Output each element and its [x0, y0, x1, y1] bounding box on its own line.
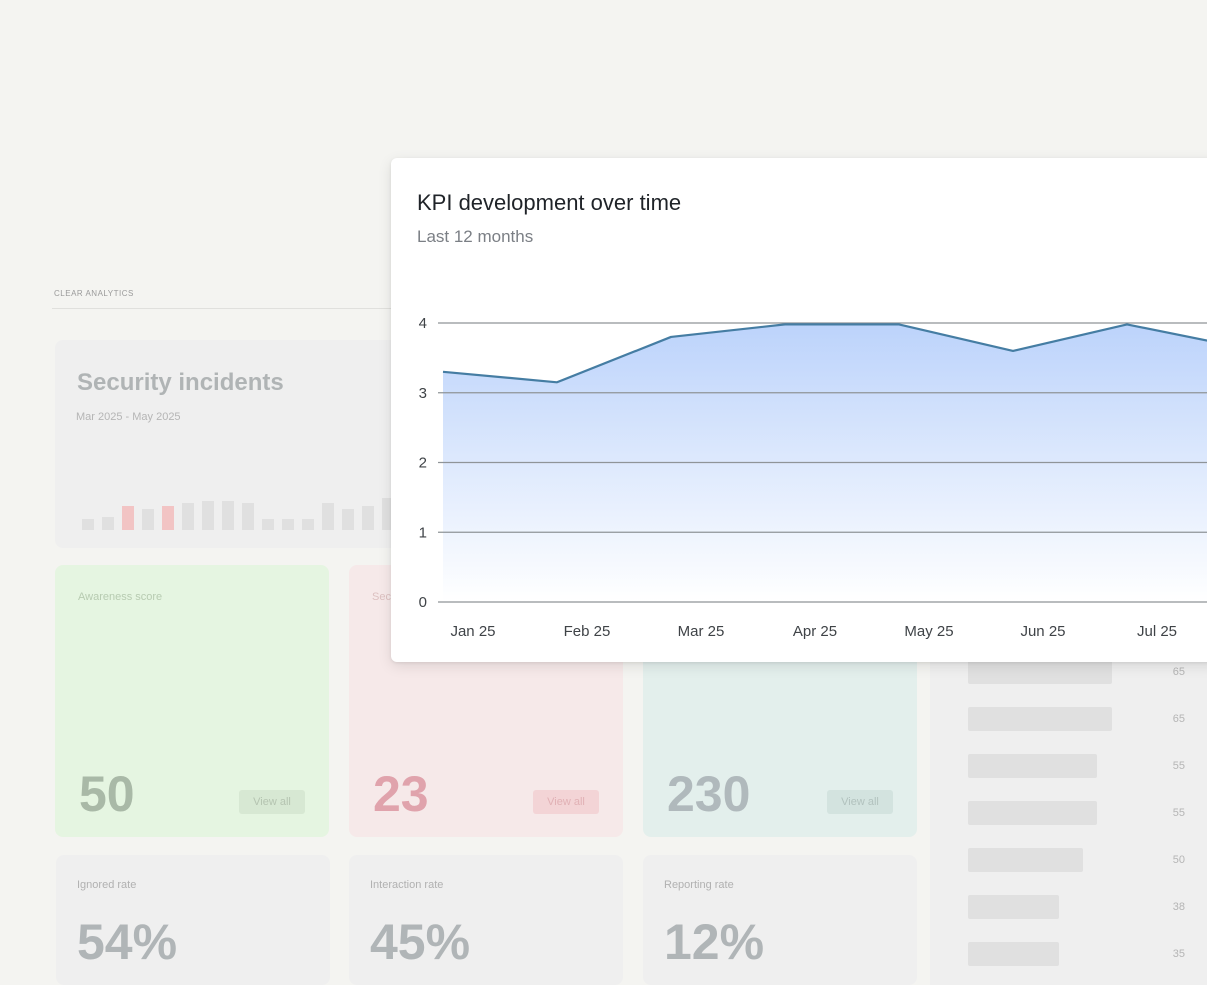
- incident-bar: [322, 503, 334, 530]
- chart-subtitle: Last 12 months: [417, 227, 534, 246]
- rate-label: Reporting rate: [664, 879, 734, 891]
- x-tick-label: Jun 25: [1020, 623, 1065, 640]
- incident-bar: [242, 503, 254, 530]
- ranking-value: 65: [1172, 713, 1185, 725]
- kpi-area-fill: [443, 324, 1207, 602]
- x-tick-label: Jan 25: [450, 623, 495, 640]
- header-divider: [52, 308, 412, 309]
- incident-bar: [162, 506, 174, 530]
- awareness-score-card[interactable]: Awareness score 50 View all: [55, 565, 329, 837]
- rate-value: 45%: [370, 914, 471, 970]
- ranking-value: 50: [1172, 854, 1185, 866]
- rate-label: Ignored rate: [77, 879, 137, 891]
- kpi-label: Awareness score: [78, 591, 163, 603]
- ranking-value: 38: [1172, 901, 1185, 913]
- security-incidents-card[interactable]: Security incidents Mar 2025 - May 2025: [55, 340, 415, 548]
- incident-bar: [302, 519, 314, 530]
- incident-bar: [282, 519, 294, 530]
- ranking-value: 55: [1172, 807, 1185, 819]
- x-tick-label: Feb 25: [564, 623, 611, 640]
- x-tick-label: Mar 25: [678, 623, 725, 640]
- incident-bar: [262, 519, 274, 530]
- rate-value: 12%: [664, 914, 765, 970]
- y-tick-label: 1: [419, 524, 427, 541]
- x-tick-label: Jul 25: [1137, 623, 1177, 640]
- ranking-value: 65: [1172, 666, 1185, 678]
- ranking-value: 55: [1172, 760, 1185, 772]
- incident-bar: [342, 508, 354, 530]
- incident-bar: [102, 516, 114, 530]
- kpi-series-line: [442, 323, 1207, 384]
- brand-label: CLEAR ANALYTICS: [54, 289, 134, 298]
- incident-bar: [182, 503, 194, 530]
- incident-bar: [362, 506, 374, 530]
- y-tick-label: 2: [419, 455, 427, 472]
- view-all-button[interactable]: View all: [827, 790, 893, 814]
- incident-bar: [142, 508, 154, 530]
- kpi-value: 230: [667, 766, 751, 822]
- kpi-chart-card: KPI development over time Last 12 months…: [391, 158, 1207, 662]
- interaction-rate-card: Interaction rate 45%: [349, 855, 623, 985]
- ranking-bar: [968, 754, 1097, 778]
- ranking-bar: [968, 895, 1060, 919]
- x-tick-label: Apr 25: [793, 623, 837, 640]
- ranking-bar: [968, 801, 1097, 825]
- ignored-rate-card: Ignored rate 54%: [56, 855, 330, 985]
- ranking-bar: [968, 848, 1084, 872]
- view-all-button[interactable]: View all: [239, 790, 305, 814]
- incident-bar: [222, 500, 234, 530]
- ranking-bar: [968, 942, 1060, 966]
- y-tick-label: 3: [419, 385, 427, 402]
- view-all-button[interactable]: View all: [533, 790, 599, 814]
- x-tick-label: May 25: [904, 623, 953, 640]
- incident-bar: [82, 519, 94, 530]
- kpi-value: 23: [373, 766, 429, 822]
- ranking-value: 35: [1172, 948, 1185, 960]
- y-tick-label: 4: [419, 315, 427, 332]
- incident-bar: [202, 500, 214, 530]
- kpi-value: 50: [79, 766, 135, 822]
- incident-bar: [122, 506, 134, 530]
- rate-label: Interaction rate: [370, 879, 444, 891]
- kpi-label: Sec: [372, 591, 391, 603]
- kpi-area-chart: 0 1 2 3 4 Jan 25 Feb 25 Mar 25 Apr 25 May 25 Jun 2…: [419, 315, 1207, 640]
- incidents-title: Security incidents: [77, 369, 284, 396]
- reporting-rate-card: Reporting rate 12%: [643, 855, 917, 985]
- chart-title: KPI development over time: [417, 190, 682, 215]
- rate-value: 54%: [77, 914, 178, 970]
- incidents-range: Mar 2025 - May 2025: [76, 411, 181, 423]
- y-tick-label: 0: [419, 594, 427, 611]
- ranking-bar: [968, 660, 1113, 684]
- ranking-bar: [968, 707, 1113, 731]
